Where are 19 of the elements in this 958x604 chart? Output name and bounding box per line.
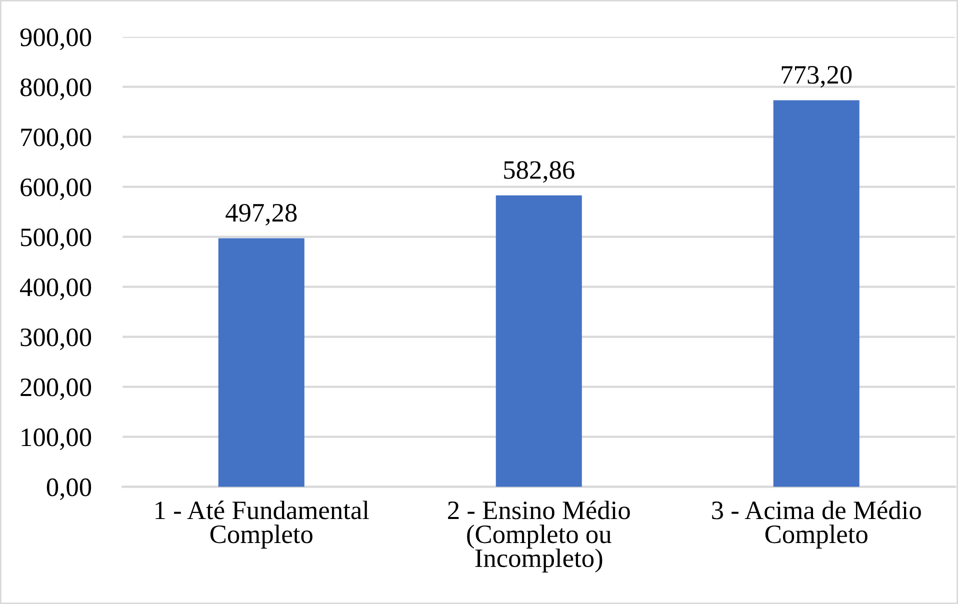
y-tick-label: 300,00 xyxy=(20,328,92,350)
x-tick-label: 2 - Ensino Médio (Completo ou Incompleto) xyxy=(448,500,630,573)
y-tick-label: 400,00 xyxy=(20,278,92,300)
data-label: 773,20 xyxy=(782,66,852,88)
y-tick-label: 900,00 xyxy=(20,28,92,50)
bar xyxy=(218,238,304,487)
data-label: 582,86 xyxy=(504,161,574,183)
y-tick-label: 200,00 xyxy=(20,378,92,400)
x-tick-label: 3 - Acima de Médio Completo xyxy=(712,500,921,549)
y-tick-label: 0,00 xyxy=(46,478,92,500)
y-tick-label: 800,00 xyxy=(20,78,92,100)
bar xyxy=(773,100,860,487)
data-label: 497,28 xyxy=(226,204,297,226)
y-tick-label: 100,00 xyxy=(22,428,92,450)
y-tick-label: 600,00 xyxy=(20,178,92,200)
bar xyxy=(496,195,582,487)
y-tick-label: 700,00 xyxy=(21,128,92,150)
y-tick-label: 500,00 xyxy=(21,228,92,250)
x-tick-label: 1 - Até Fundamental Completo xyxy=(156,500,369,549)
